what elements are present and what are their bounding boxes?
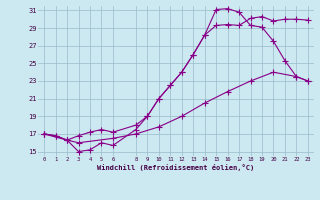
X-axis label: Windchill (Refroidissement éolien,°C): Windchill (Refroidissement éolien,°C): [97, 164, 255, 171]
